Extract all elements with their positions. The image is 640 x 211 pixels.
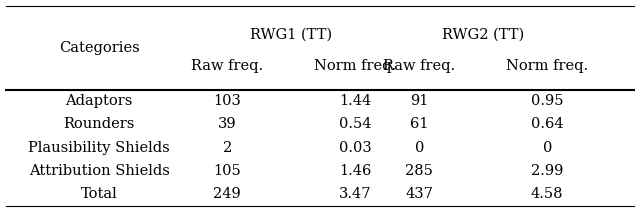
Text: Raw freq.: Raw freq. xyxy=(383,60,455,73)
Text: 3.47: 3.47 xyxy=(339,187,371,201)
Text: Adaptors: Adaptors xyxy=(65,94,133,108)
Text: 0: 0 xyxy=(543,141,552,155)
Text: 2.99: 2.99 xyxy=(531,164,563,178)
Text: 249: 249 xyxy=(213,187,241,201)
Text: 61: 61 xyxy=(410,118,428,131)
Text: 0.64: 0.64 xyxy=(531,118,563,131)
Text: 91: 91 xyxy=(410,94,428,108)
Text: Total: Total xyxy=(81,187,118,201)
Text: Rounders: Rounders xyxy=(63,118,135,131)
Text: Norm freq.: Norm freq. xyxy=(506,60,588,73)
Text: Categories: Categories xyxy=(59,41,140,55)
Text: 1.46: 1.46 xyxy=(339,164,371,178)
Text: Attribution Shields: Attribution Shields xyxy=(29,164,170,178)
Text: 0.54: 0.54 xyxy=(339,118,371,131)
Text: 285: 285 xyxy=(405,164,433,178)
Text: 4.58: 4.58 xyxy=(531,187,563,201)
Text: 0.95: 0.95 xyxy=(531,94,563,108)
Text: 2: 2 xyxy=(223,141,232,155)
Text: 437: 437 xyxy=(405,187,433,201)
Text: 1.44: 1.44 xyxy=(339,94,371,108)
Text: 39: 39 xyxy=(218,118,237,131)
Text: Plausibility Shields: Plausibility Shields xyxy=(28,141,170,155)
Text: Norm freq.: Norm freq. xyxy=(314,60,396,73)
Text: 103: 103 xyxy=(213,94,241,108)
Text: 0.03: 0.03 xyxy=(339,141,372,155)
Text: Raw freq.: Raw freq. xyxy=(191,60,263,73)
Text: RWG2 (TT): RWG2 (TT) xyxy=(442,28,524,42)
Text: RWG1 (TT): RWG1 (TT) xyxy=(250,28,332,42)
Text: 0: 0 xyxy=(415,141,424,155)
Text: 105: 105 xyxy=(213,164,241,178)
